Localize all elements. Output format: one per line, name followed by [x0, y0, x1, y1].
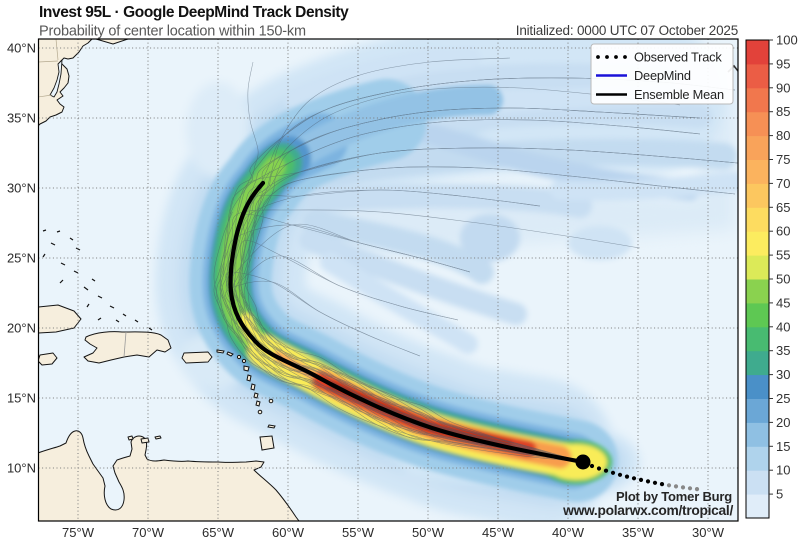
svg-text:Invest 95L · Google DeepMind T: Invest 95L · Google DeepMind Track Densi… — [39, 4, 349, 21]
svg-text:25: 25 — [776, 391, 790, 406]
svg-text:Observed Track: Observed Track — [634, 50, 722, 65]
svg-text:60°W: 60°W — [272, 525, 305, 540]
svg-text:75: 75 — [776, 152, 790, 167]
svg-text:10: 10 — [776, 463, 790, 478]
svg-text:45°W: 45°W — [482, 525, 515, 540]
svg-text:100: 100 — [776, 33, 798, 48]
svg-text:20°N: 20°N — [7, 321, 36, 336]
svg-text:5: 5 — [776, 487, 783, 502]
svg-text:15°N: 15°N — [7, 391, 36, 406]
svg-text:Ensemble Mean: Ensemble Mean — [634, 87, 724, 102]
svg-text:40°N: 40°N — [7, 41, 36, 56]
svg-text:60: 60 — [776, 224, 790, 239]
svg-text:70: 70 — [776, 176, 790, 191]
svg-text:25°N: 25°N — [7, 251, 36, 266]
svg-text:40°W: 40°W — [552, 525, 585, 540]
svg-text:Probability of center location: Probability of center location within 15… — [39, 24, 306, 40]
svg-text:80: 80 — [776, 128, 790, 143]
svg-text:35°N: 35°N — [7, 111, 36, 126]
svg-text:35°W: 35°W — [622, 525, 655, 540]
svg-text:20: 20 — [776, 415, 790, 430]
svg-text:55: 55 — [776, 248, 790, 263]
svg-text:95: 95 — [776, 56, 790, 71]
svg-text:55°W: 55°W — [342, 525, 375, 540]
svg-text:15: 15 — [776, 439, 790, 454]
svg-text:65°W: 65°W — [202, 525, 235, 540]
svg-text:Initialized: 0000 UTC 07 Octob: Initialized: 0000 UTC 07 October 2025 — [516, 23, 738, 38]
svg-text:10°N: 10°N — [7, 461, 36, 476]
svg-text:50: 50 — [776, 272, 790, 287]
svg-text:65: 65 — [776, 200, 790, 215]
svg-text:www.polarwx.com/tropical/: www.polarwx.com/tropical/ — [562, 503, 733, 518]
svg-text:DeepMind: DeepMind — [634, 68, 691, 83]
svg-text:45: 45 — [776, 295, 790, 310]
svg-text:Plot by Tomer Burg: Plot by Tomer Burg — [616, 489, 732, 504]
svg-text:75°W: 75°W — [62, 525, 95, 540]
svg-text:30: 30 — [776, 367, 790, 382]
svg-text:30°W: 30°W — [692, 525, 725, 540]
svg-text:35: 35 — [776, 343, 790, 358]
svg-text:30°N: 30°N — [7, 181, 36, 196]
svg-text:40: 40 — [776, 319, 790, 334]
svg-text:85: 85 — [776, 104, 790, 119]
svg-text:70°W: 70°W — [132, 525, 165, 540]
svg-text:90: 90 — [776, 80, 790, 95]
svg-text:50°W: 50°W — [412, 525, 445, 540]
